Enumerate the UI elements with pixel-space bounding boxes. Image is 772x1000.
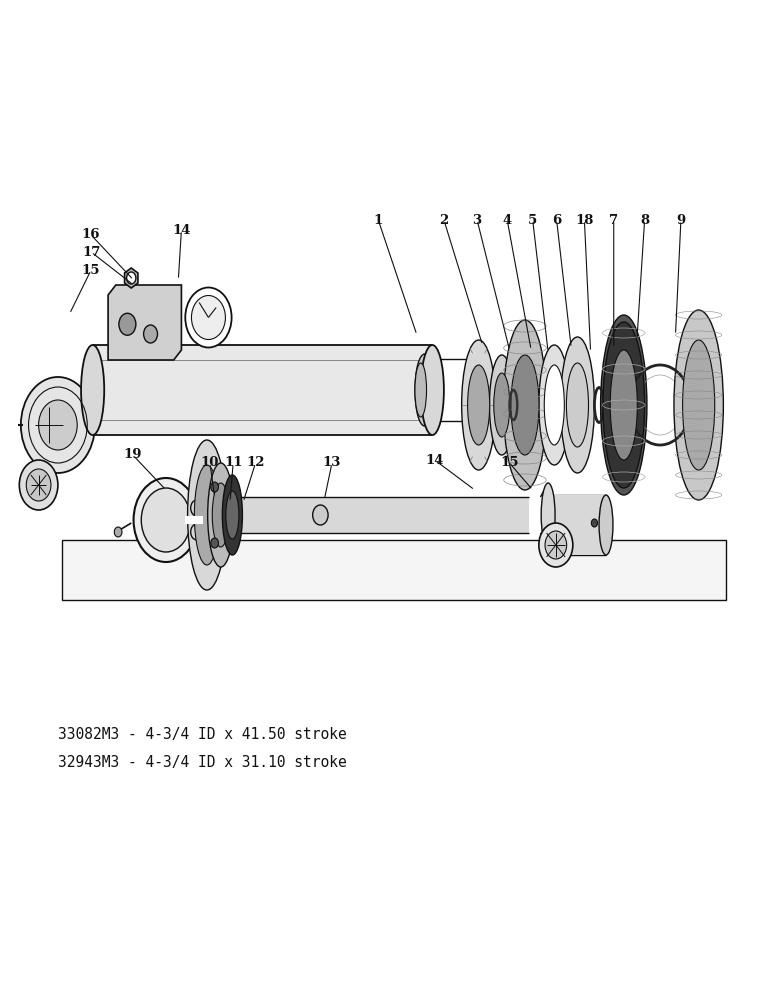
Circle shape <box>211 482 218 492</box>
Ellipse shape <box>188 440 226 590</box>
Circle shape <box>191 500 203 516</box>
Ellipse shape <box>191 497 203 533</box>
Ellipse shape <box>610 350 638 460</box>
Ellipse shape <box>511 355 539 455</box>
Ellipse shape <box>494 373 510 437</box>
Ellipse shape <box>567 363 588 447</box>
Circle shape <box>119 313 136 335</box>
Ellipse shape <box>601 315 647 495</box>
Circle shape <box>185 288 232 348</box>
Circle shape <box>21 377 95 473</box>
Text: 33082M3 - 4-3/4 ID x 41.50 stroke: 33082M3 - 4-3/4 ID x 41.50 stroke <box>58 728 347 742</box>
Circle shape <box>539 523 573 567</box>
Text: 13: 13 <box>323 456 341 470</box>
Circle shape <box>191 524 203 540</box>
Ellipse shape <box>465 366 477 414</box>
Ellipse shape <box>603 322 645 488</box>
Ellipse shape <box>489 355 514 455</box>
Ellipse shape <box>560 337 594 473</box>
Circle shape <box>313 505 328 525</box>
Ellipse shape <box>599 495 613 555</box>
Text: 10: 10 <box>201 456 219 470</box>
Ellipse shape <box>539 345 570 465</box>
Ellipse shape <box>415 363 426 417</box>
Circle shape <box>26 469 51 501</box>
Circle shape <box>591 519 598 527</box>
Text: 14: 14 <box>172 224 191 236</box>
Polygon shape <box>124 268 138 288</box>
Text: 3: 3 <box>472 214 482 227</box>
Polygon shape <box>62 540 726 600</box>
Ellipse shape <box>195 465 219 565</box>
Polygon shape <box>108 285 181 360</box>
Ellipse shape <box>462 340 496 470</box>
Text: 18: 18 <box>575 214 594 227</box>
Circle shape <box>191 296 225 340</box>
Ellipse shape <box>682 340 715 470</box>
Text: 7: 7 <box>609 214 618 227</box>
Circle shape <box>114 527 122 537</box>
Text: 4: 4 <box>503 214 512 227</box>
Text: 5: 5 <box>528 214 537 227</box>
Ellipse shape <box>466 359 483 421</box>
Text: 8: 8 <box>640 214 649 227</box>
Polygon shape <box>554 495 606 555</box>
Ellipse shape <box>222 475 242 555</box>
Text: 11: 11 <box>224 456 242 470</box>
Ellipse shape <box>81 345 104 435</box>
Text: 17: 17 <box>82 245 100 258</box>
Circle shape <box>19 460 58 510</box>
Ellipse shape <box>226 491 239 539</box>
Text: 15: 15 <box>82 263 100 276</box>
Text: 14: 14 <box>425 454 444 466</box>
Text: 32943M3 - 4-3/4 ID x 31.10 stroke: 32943M3 - 4-3/4 ID x 31.10 stroke <box>58 754 347 770</box>
Ellipse shape <box>415 354 434 426</box>
Polygon shape <box>93 345 432 435</box>
Ellipse shape <box>608 345 638 465</box>
Polygon shape <box>197 497 529 533</box>
Circle shape <box>127 272 136 284</box>
Ellipse shape <box>503 320 547 490</box>
Text: 9: 9 <box>676 214 686 227</box>
Circle shape <box>211 538 218 548</box>
Ellipse shape <box>212 483 229 547</box>
Ellipse shape <box>544 365 564 445</box>
Text: 16: 16 <box>82 229 100 241</box>
Text: 12: 12 <box>246 456 265 470</box>
Ellipse shape <box>208 463 234 567</box>
Ellipse shape <box>674 310 723 500</box>
Text: 6: 6 <box>552 214 561 227</box>
Ellipse shape <box>421 345 444 435</box>
Circle shape <box>545 531 567 559</box>
Text: 19: 19 <box>124 448 142 462</box>
Text: 1: 1 <box>374 214 383 227</box>
Circle shape <box>39 400 77 450</box>
Ellipse shape <box>468 365 489 445</box>
Text: 15: 15 <box>500 456 519 470</box>
Text: 2: 2 <box>439 214 449 227</box>
Ellipse shape <box>541 483 555 547</box>
Polygon shape <box>185 516 203 524</box>
Circle shape <box>144 325 157 343</box>
Circle shape <box>134 478 198 562</box>
Circle shape <box>141 488 191 552</box>
